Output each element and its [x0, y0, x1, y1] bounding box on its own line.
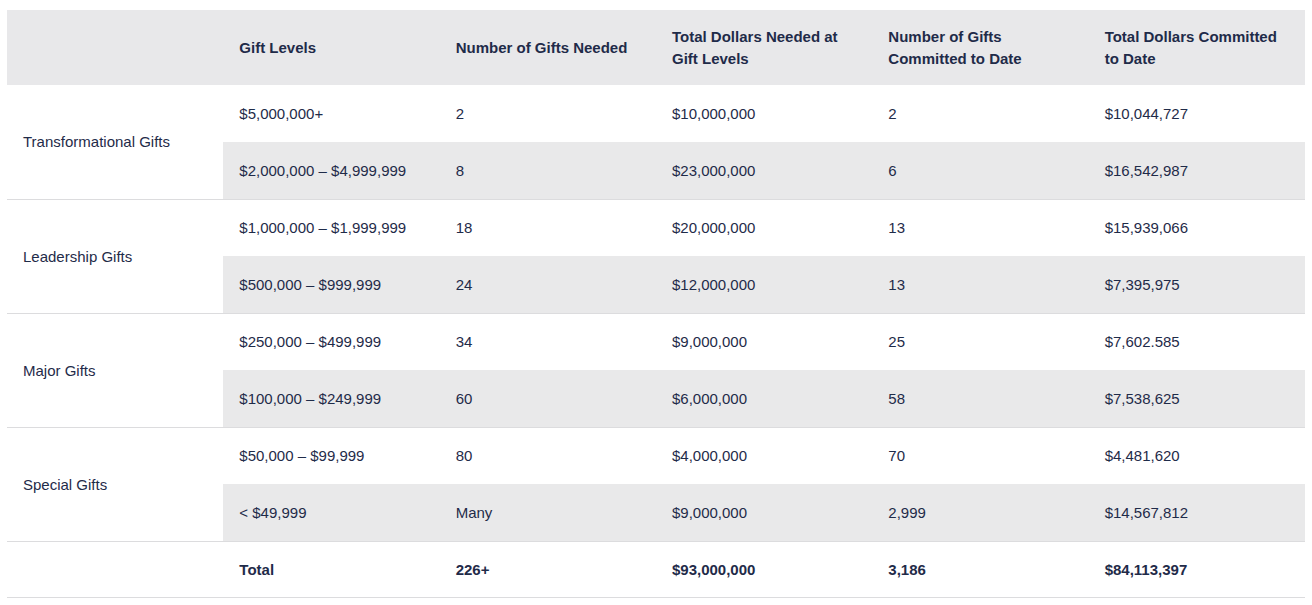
total-label: Total [223, 541, 439, 597]
cell-col-0: $250,000 – $499,999 [223, 313, 439, 370]
column-header-1: Number of Gifts Needed [440, 10, 656, 85]
cell-col-2: $10,000,000 [656, 85, 872, 142]
total-cell-col-0: 226+ [440, 541, 656, 597]
column-header-0: Gift Levels [223, 10, 439, 85]
cell-col-0: $2,000,000 – $4,999,999 [223, 142, 439, 199]
cell-col-2: $6,000,000 [656, 370, 872, 427]
cell-col-0: $1,000,000 – $1,999,999 [223, 199, 439, 256]
table-header: Gift LevelsNumber of Gifts NeededTotal D… [7, 10, 1305, 85]
corner-cell [7, 10, 223, 85]
cell-col-3: 13 [872, 256, 1088, 313]
cell-col-3: 25 [872, 313, 1088, 370]
cell-col-0: $500,000 – $999,999 [223, 256, 439, 313]
cell-col-0: $50,000 – $99,999 [223, 427, 439, 484]
cell-col-2: $23,000,000 [656, 142, 872, 199]
cell-col-4: $15,939,066 [1089, 199, 1305, 256]
column-header-2: Total Dollars Needed at Gift Levels [656, 10, 872, 85]
cell-col-4: $4,481,620 [1089, 427, 1305, 484]
total-row: Total226+$93,000,0003,186$84,113,397 [7, 541, 1305, 597]
page: Gift LevelsNumber of Gifts NeededTotal D… [0, 0, 1312, 605]
cell-col-1: Many [440, 484, 656, 541]
group-label: Transformational Gifts [7, 85, 223, 199]
cell-col-2: $9,000,000 [656, 484, 872, 541]
cell-col-1: 8 [440, 142, 656, 199]
group-1-row-0: Leadership Gifts$1,000,000 – $1,999,9991… [7, 199, 1305, 256]
cell-col-3: 58 [872, 370, 1088, 427]
group-label: Leadership Gifts [7, 199, 223, 313]
total-empty-cell [7, 541, 223, 597]
cell-col-2: $20,000,000 [656, 199, 872, 256]
cell-col-1: 2 [440, 85, 656, 142]
cell-col-3: 2,999 [872, 484, 1088, 541]
cell-col-2: $9,000,000 [656, 313, 872, 370]
cell-col-1: 34 [440, 313, 656, 370]
cell-col-4: $10,044,727 [1089, 85, 1305, 142]
group-label: Major Gifts [7, 313, 223, 427]
cell-col-2: $4,000,000 [656, 427, 872, 484]
gift-range-table: Gift LevelsNumber of Gifts NeededTotal D… [7, 10, 1305, 598]
table-body: Transformational Gifts$5,000,000+2$10,00… [7, 85, 1305, 597]
column-header-4: Total Dollars Committed to Date [1089, 10, 1305, 85]
cell-col-3: 13 [872, 199, 1088, 256]
cell-col-4: $16,542,987 [1089, 142, 1305, 199]
cell-col-1: 24 [440, 256, 656, 313]
cell-col-1: 60 [440, 370, 656, 427]
group-3-row-0: Special Gifts$50,000 – $99,99980$4,000,0… [7, 427, 1305, 484]
cell-col-2: $12,000,000 [656, 256, 872, 313]
group-2-row-0: Major Gifts$250,000 – $499,99934$9,000,0… [7, 313, 1305, 370]
cell-col-4: $7,395,975 [1089, 256, 1305, 313]
cell-col-4: $14,567,812 [1089, 484, 1305, 541]
column-header-3: Number of Gifts Committed to Date [872, 10, 1088, 85]
header-row: Gift LevelsNumber of Gifts NeededTotal D… [7, 10, 1305, 85]
cell-col-0: < $49,999 [223, 484, 439, 541]
group-0-row-0: Transformational Gifts$5,000,000+2$10,00… [7, 85, 1305, 142]
cell-col-4: $7,538,625 [1089, 370, 1305, 427]
cell-col-1: 18 [440, 199, 656, 256]
total-cell-col-1: $93,000,000 [656, 541, 872, 597]
cell-col-1: 80 [440, 427, 656, 484]
group-label: Special Gifts [7, 427, 223, 541]
cell-col-3: 6 [872, 142, 1088, 199]
cell-col-0: $100,000 – $249,999 [223, 370, 439, 427]
total-cell-col-2: 3,186 [872, 541, 1088, 597]
total-cell-col-3: $84,113,397 [1089, 541, 1305, 597]
cell-col-0: $5,000,000+ [223, 85, 439, 142]
cell-col-4: $7,602.585 [1089, 313, 1305, 370]
cell-col-3: 2 [872, 85, 1088, 142]
cell-col-3: 70 [872, 427, 1088, 484]
